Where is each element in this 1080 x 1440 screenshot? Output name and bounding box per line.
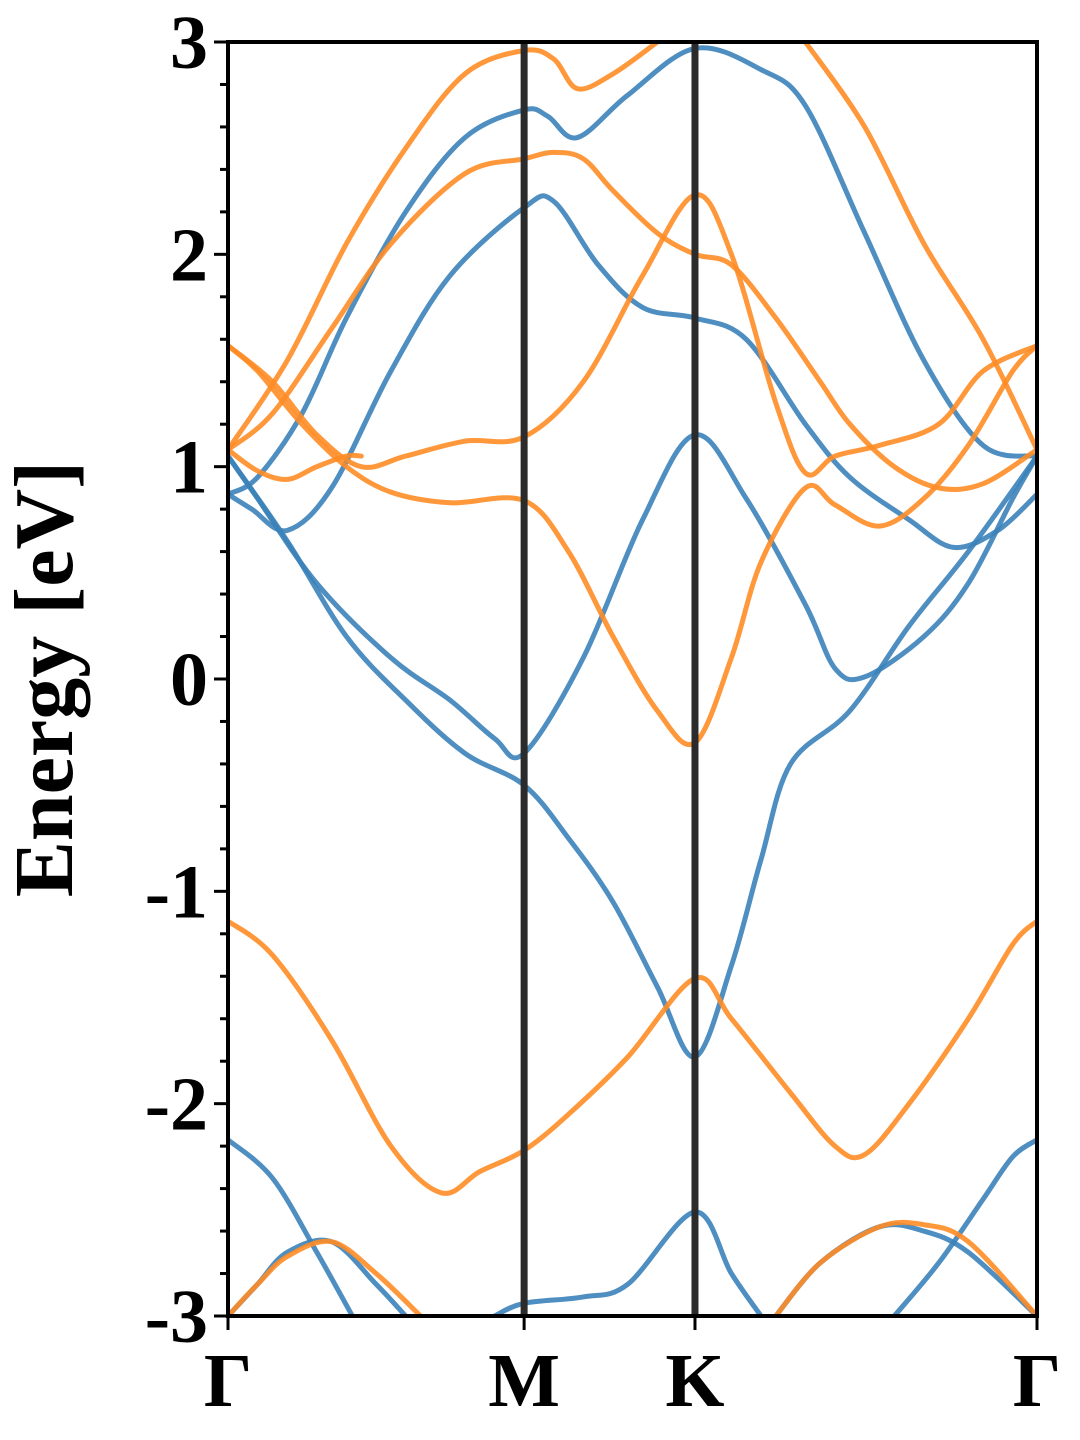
x-tick-label: M [488, 1339, 560, 1423]
band-line-5 [228, 1137, 355, 1316]
band-line-16 [228, 918, 1037, 1196]
band-line-3 [228, 432, 1037, 761]
band-curves [228, 42, 1037, 1316]
band-line-13 [228, 192, 1037, 478]
y-tick-label: 2 [170, 213, 208, 297]
y-tick-label: 3 [170, 1, 208, 85]
y-tick-label: 0 [170, 638, 208, 722]
y-tick-label: -2 [145, 1063, 208, 1147]
x-tick-label: Γ [204, 1339, 252, 1423]
y-axis-ticks: -3 -2 -1 0 1 2 3 [145, 1, 228, 1359]
band-line-17 [228, 1238, 423, 1316]
high-symmetry-lines [520, 42, 699, 1316]
band-line-1 [228, 193, 1037, 551]
band-line-2 [228, 45, 1037, 497]
band-line-15 [228, 447, 364, 482]
band-line-11 [802, 42, 1037, 453]
y-tick-label: -3 [145, 1275, 208, 1359]
band-line-10 [228, 42, 660, 453]
band-line-12 [228, 149, 1037, 492]
y-tick-label: -1 [145, 850, 208, 934]
y-tick-label: 1 [170, 426, 208, 510]
y-axis-title: Energy [eV] [0, 461, 91, 897]
x-tick-label: Γ [1013, 1339, 1061, 1423]
band-line-8 [891, 1137, 1037, 1316]
band-line-6 [492, 1209, 764, 1316]
band-line-18 [773, 1219, 1037, 1316]
band-line-14 [228, 343, 1037, 748]
x-tick-label: K [665, 1339, 724, 1423]
